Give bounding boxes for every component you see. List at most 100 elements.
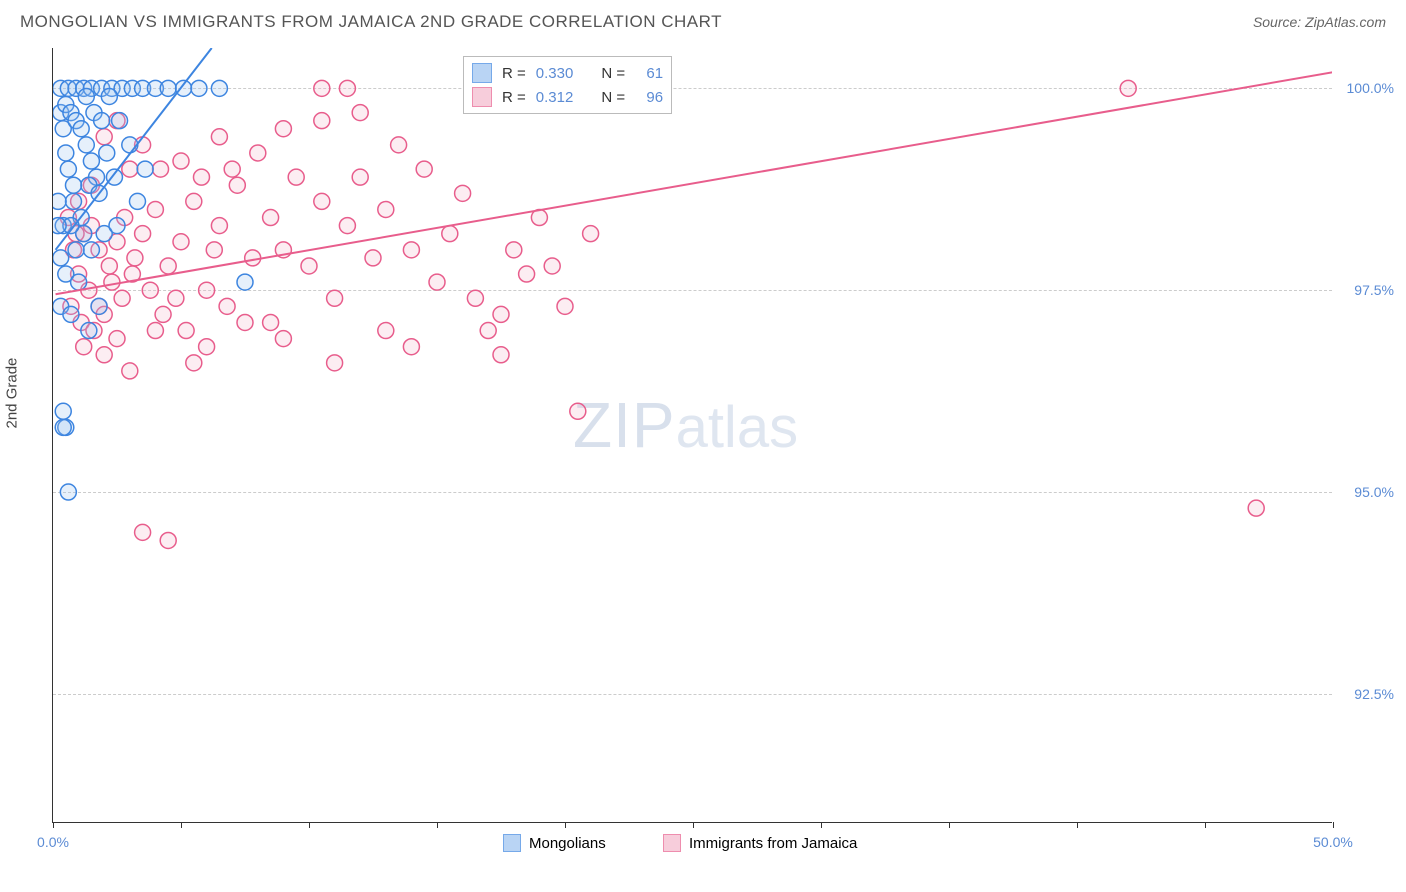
- data-point: [101, 88, 117, 104]
- data-point: [327, 290, 343, 306]
- data-point: [237, 274, 253, 290]
- data-point: [199, 282, 215, 298]
- data-point: [493, 306, 509, 322]
- data-point: [229, 177, 245, 193]
- data-point: [96, 347, 112, 363]
- data-point: [467, 290, 483, 306]
- data-point: [263, 314, 279, 330]
- data-point: [60, 484, 76, 500]
- y-axis-label: 2nd Grade: [4, 358, 21, 429]
- data-point: [78, 137, 94, 153]
- data-point: [544, 258, 560, 274]
- data-point: [99, 145, 115, 161]
- data-point: [96, 129, 112, 145]
- data-point: [135, 524, 151, 540]
- x-tick: [309, 822, 310, 828]
- data-point: [160, 532, 176, 548]
- data-point: [173, 153, 189, 169]
- data-point: [160, 258, 176, 274]
- data-point: [186, 355, 202, 371]
- data-point: [55, 419, 71, 435]
- data-point: [365, 250, 381, 266]
- data-point: [219, 298, 235, 314]
- data-point: [378, 201, 394, 217]
- data-point: [480, 323, 496, 339]
- data-point: [78, 88, 94, 104]
- r-value: 0.330: [536, 65, 574, 82]
- legend-row: R =0.330N =61: [472, 61, 663, 85]
- data-point: [109, 218, 125, 234]
- data-point: [263, 210, 279, 226]
- chart-header: MONGOLIAN VS IMMIGRANTS FROM JAMAICA 2ND…: [0, 0, 1406, 40]
- data-point: [1248, 500, 1264, 516]
- data-point: [55, 403, 71, 419]
- data-point: [73, 121, 89, 137]
- r-value: 0.312: [536, 89, 574, 106]
- data-point: [58, 145, 74, 161]
- legend-swatch-icon: [663, 834, 681, 852]
- data-point: [127, 250, 143, 266]
- data-point: [455, 185, 471, 201]
- data-point: [250, 145, 266, 161]
- data-point: [288, 169, 304, 185]
- data-point: [153, 161, 169, 177]
- data-point: [114, 290, 130, 306]
- data-point: [137, 161, 153, 177]
- legend-row: R =0.312N =96: [472, 85, 663, 109]
- data-point: [160, 80, 176, 96]
- data-point: [109, 331, 125, 347]
- x-tick: [949, 822, 950, 828]
- data-point: [378, 323, 394, 339]
- data-point: [403, 339, 419, 355]
- legend-label: Immigrants from Jamaica: [689, 835, 857, 852]
- data-point: [442, 226, 458, 242]
- data-point: [101, 258, 117, 274]
- n-value: 61: [635, 65, 663, 82]
- legend-swatch-icon: [472, 63, 492, 83]
- data-point: [81, 323, 97, 339]
- data-point: [314, 193, 330, 209]
- data-point: [224, 161, 240, 177]
- legend-label: Mongolians: [529, 835, 606, 852]
- source-name: ZipAtlas.com: [1305, 14, 1386, 30]
- x-tick: [53, 822, 54, 828]
- data-point: [155, 306, 171, 322]
- data-point: [339, 80, 355, 96]
- trend-line: [56, 72, 1332, 294]
- x-tick: [1333, 822, 1334, 828]
- n-prefix: N =: [601, 65, 625, 82]
- data-point: [391, 137, 407, 153]
- x-tick: [181, 822, 182, 828]
- r-prefix: R =: [502, 89, 526, 106]
- data-point: [94, 113, 110, 129]
- y-tick-label: 100.0%: [1347, 80, 1394, 96]
- data-point: [583, 226, 599, 242]
- data-point: [1120, 80, 1136, 96]
- data-point: [106, 169, 122, 185]
- data-point: [352, 105, 368, 121]
- data-point: [91, 298, 107, 314]
- data-point: [53, 218, 66, 234]
- series-legend-jamaica: Immigrants from Jamaica: [663, 834, 857, 852]
- scatter-plot-svg: [53, 48, 1332, 822]
- x-tick: [437, 822, 438, 828]
- data-point: [147, 201, 163, 217]
- data-point: [83, 242, 99, 258]
- data-point: [104, 274, 120, 290]
- correlation-legend: R =0.330N =61R =0.312N =96: [463, 56, 672, 114]
- data-point: [53, 193, 66, 209]
- data-point: [112, 113, 128, 129]
- data-point: [147, 323, 163, 339]
- data-point: [68, 242, 84, 258]
- chart-plot-area: ZIPatlas 92.5%95.0%97.5%100.0% 0.0%50.0%…: [52, 48, 1332, 823]
- y-tick-label: 95.0%: [1354, 484, 1394, 500]
- data-point: [352, 169, 368, 185]
- data-point: [211, 80, 227, 96]
- data-point: [122, 137, 138, 153]
- data-point: [129, 193, 145, 209]
- data-point: [211, 129, 227, 145]
- data-point: [314, 113, 330, 129]
- data-point: [168, 290, 184, 306]
- n-prefix: N =: [601, 89, 625, 106]
- data-point: [65, 177, 81, 193]
